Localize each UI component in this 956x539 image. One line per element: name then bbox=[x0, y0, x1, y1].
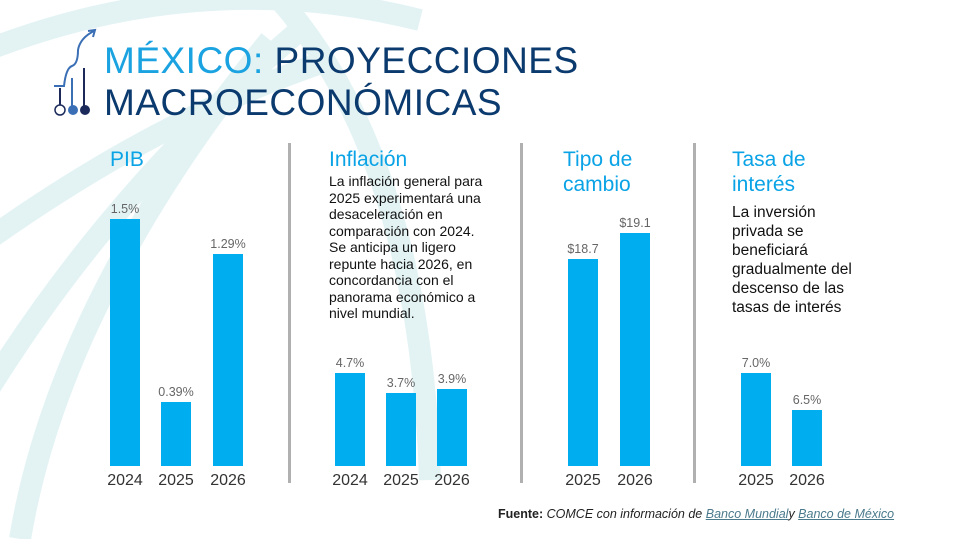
chart-title-tasa: Tasa de interés bbox=[732, 148, 806, 196]
category-label: 2024 bbox=[332, 472, 368, 489]
divider bbox=[693, 143, 696, 483]
bar bbox=[335, 373, 365, 466]
data-label: 6.5% bbox=[792, 393, 822, 408]
bar bbox=[620, 233, 650, 466]
page-title: MÉXICO: PROYECCIONES MACROECONÓMICAS bbox=[104, 40, 579, 123]
link-banco-mundial[interactable]: Banco Mundial bbox=[705, 507, 789, 521]
bar bbox=[437, 388, 467, 466]
bar bbox=[161, 401, 191, 466]
category-label: 2024 bbox=[107, 472, 143, 489]
category-label: 2025 bbox=[383, 472, 419, 489]
data-label: 0.39% bbox=[158, 384, 194, 399]
data-label: 1.5% bbox=[110, 202, 140, 216]
bar bbox=[386, 392, 416, 466]
tasa-description: La inversión privada se beneficiará grad… bbox=[732, 204, 852, 316]
category-label: 2025 bbox=[738, 472, 774, 489]
data-label: 1.29% bbox=[210, 236, 246, 251]
data-label: 3.7% bbox=[386, 375, 416, 390]
bar bbox=[568, 258, 598, 466]
inflacion-description: La inflación general para 2025 experimen… bbox=[329, 173, 483, 321]
bar bbox=[741, 373, 771, 466]
source-note: Fuente: COMCE con información de Banco M… bbox=[498, 507, 895, 521]
category-label: 2026 bbox=[434, 472, 470, 489]
category-label: 2026 bbox=[210, 472, 246, 489]
bar bbox=[110, 219, 140, 466]
data-label: 3.9% bbox=[437, 371, 467, 386]
data-label: $19.1 bbox=[619, 216, 651, 230]
divider bbox=[520, 143, 523, 483]
category-label: 2026 bbox=[789, 472, 825, 489]
category-label: 2025 bbox=[565, 472, 601, 489]
data-label: 4.7% bbox=[335, 356, 365, 370]
bar bbox=[792, 410, 822, 466]
chart-title-inflacion: Inflación bbox=[329, 148, 408, 171]
data-label: $18.7 bbox=[567, 241, 599, 256]
growth-chart-icon bbox=[54, 28, 97, 116]
link-banco-de-mexico[interactable]: Banco de México bbox=[798, 507, 895, 521]
bar bbox=[213, 253, 243, 466]
chart-title-tipo-cambio: Tipo de cambio bbox=[563, 148, 633, 196]
chart-title-pib: PIB bbox=[110, 148, 144, 171]
divider bbox=[288, 143, 291, 483]
category-label: 2025 bbox=[158, 472, 194, 489]
data-label: 7.0% bbox=[741, 356, 771, 370]
category-label: 2026 bbox=[617, 472, 653, 489]
